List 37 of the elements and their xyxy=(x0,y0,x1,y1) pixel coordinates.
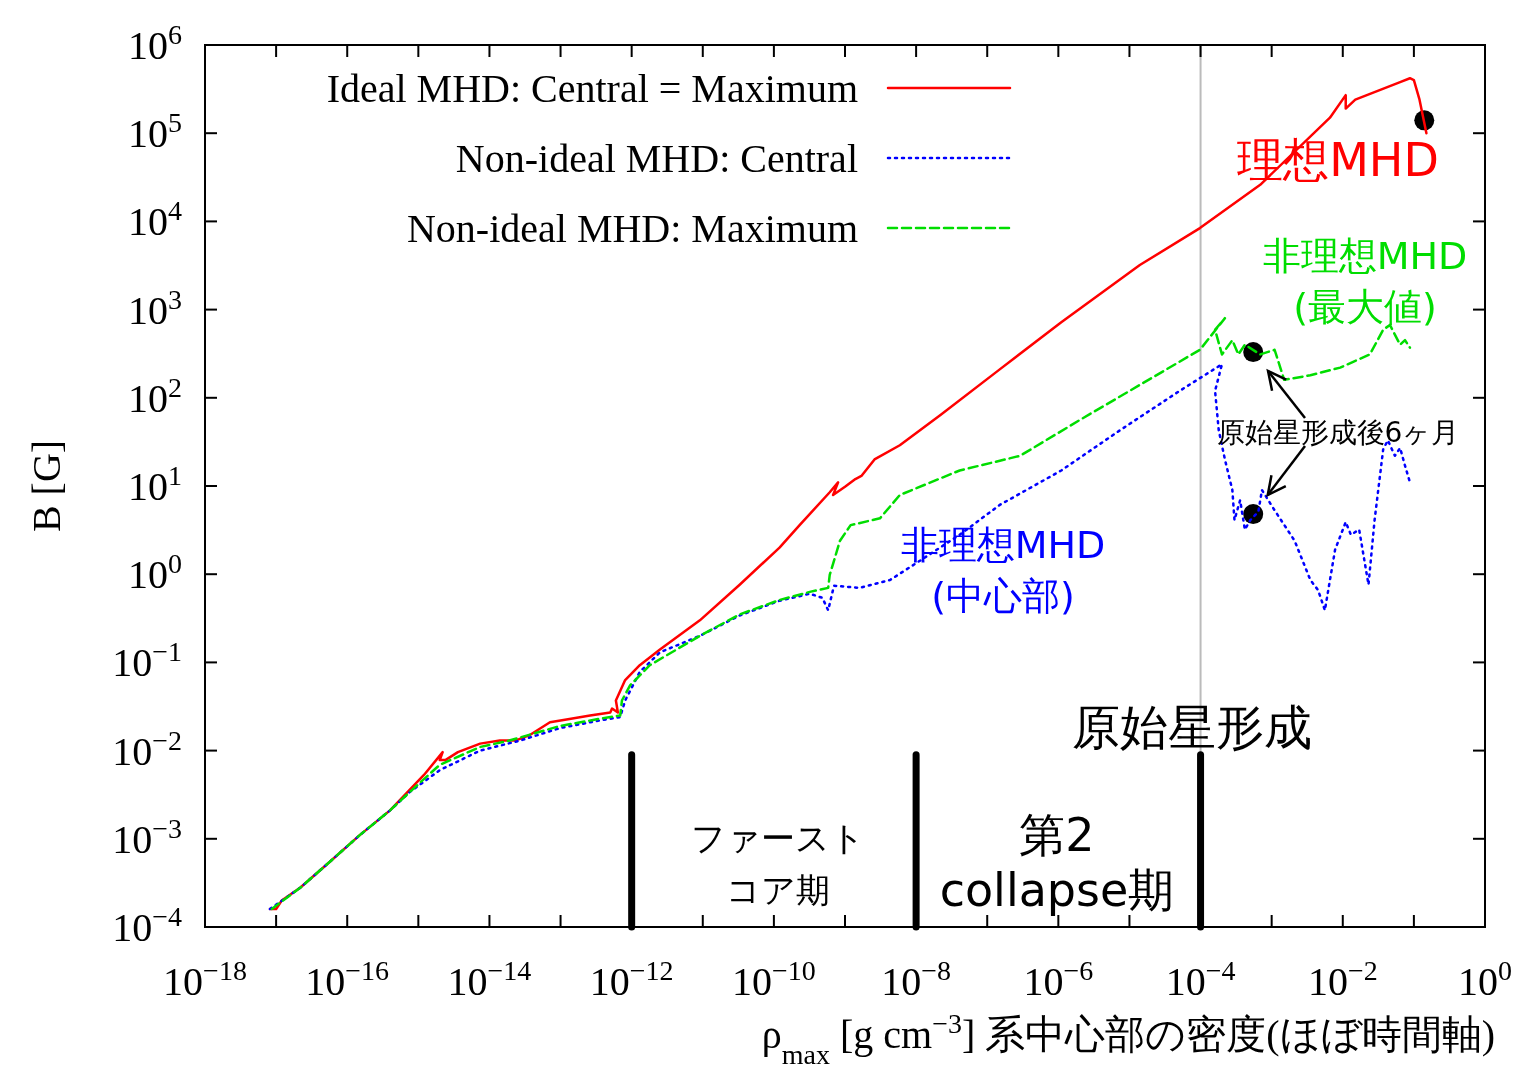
x-tick-label: 10$^{−8}$ xyxy=(881,954,952,1004)
y-tick-label: 10$^{5}$ xyxy=(128,106,182,157)
x-tick-label: 10$^{−6}$ xyxy=(1023,954,1094,1004)
y-tick-label: 10$^{0}$ xyxy=(128,547,182,598)
annotation: (最大値) xyxy=(1293,285,1437,330)
x-tick-label: 10$^{−2}$ xyxy=(1307,954,1378,1004)
y-tick-label: 10$^{3}$ xyxy=(128,283,182,333)
annotation: 原始星形成後6ヶ月 xyxy=(1216,415,1460,449)
annotation: collapse期 xyxy=(939,863,1175,918)
x-tick-label: 10$^{−14}$ xyxy=(447,954,532,1004)
annotation: 理想MHD xyxy=(1237,133,1439,188)
annotation: (中心部) xyxy=(931,574,1075,619)
annotation: 非理想MHD xyxy=(900,523,1106,568)
y-tick-label: 10$^{1}$ xyxy=(128,459,182,509)
y-tick-label: 10$^{−4}$ xyxy=(112,900,182,950)
legend-label: Non-ideal MHD: Central xyxy=(455,136,858,181)
y-tick-label: 10$^{2}$ xyxy=(128,371,182,421)
annotation: コア期 xyxy=(726,869,830,910)
x-tick-label: 10$^{−12}$ xyxy=(589,954,674,1004)
x-tick-label: 10$^{0}$ xyxy=(1458,954,1512,1004)
y-tick-label: 10$^{−3}$ xyxy=(112,812,182,862)
legend-label: Ideal MHD: Central = Maximum xyxy=(326,66,858,111)
y-axis-title: B [G] xyxy=(24,439,69,533)
x-axis-title: ρ$_{max}$ [g cm$^{−3}$] 系中心部の密度(ほぼ時間軸) xyxy=(761,1007,1495,1070)
annotation: 原始星形成 xyxy=(1072,698,1312,755)
x-tick-label: 10$^{−10}$ xyxy=(731,954,816,1004)
annotation: ファースト xyxy=(691,817,865,858)
annotation: 第2 xyxy=(1019,808,1095,863)
annotation: 非理想MHD xyxy=(1262,234,1468,279)
y-tick-label: 10$^{−1}$ xyxy=(112,635,182,686)
y-tick-label: 10$^{4}$ xyxy=(128,194,182,245)
y-tick-label: 10$^{−2}$ xyxy=(112,724,182,774)
x-tick-label: 10$^{−16}$ xyxy=(305,954,390,1004)
x-tick-label: 10$^{−18}$ xyxy=(163,954,247,1004)
y-tick-label: 10$^{6}$ xyxy=(128,18,182,68)
legend-label: Non-ideal MHD: Maximum xyxy=(406,206,858,251)
x-tick-label: 10$^{−4}$ xyxy=(1165,954,1236,1004)
